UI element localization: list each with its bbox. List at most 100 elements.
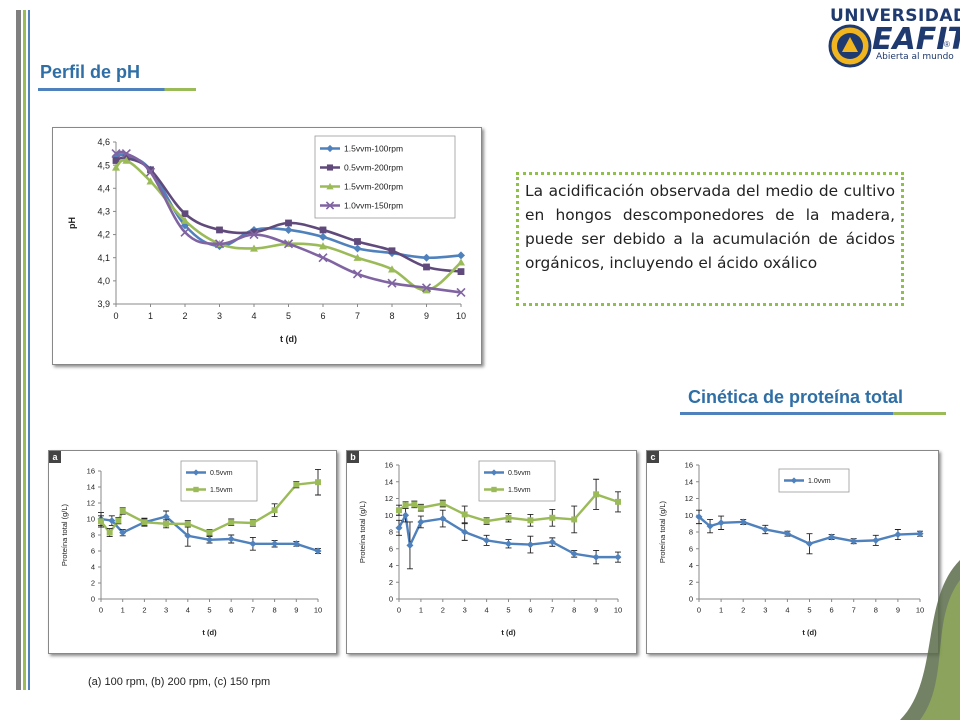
data-point [417,504,424,511]
x-tick-label: 3 [217,311,222,321]
legend-entry: 0.5vvm [508,470,531,477]
x-tick-label: 2 [142,606,146,615]
x-tick-label: 5 [506,606,510,615]
data-point [141,519,148,526]
protein-heading-underline [680,412,946,415]
y-axis-label: Proteína total (g/L) [60,503,69,566]
legend-box [180,460,258,502]
data-point [457,258,465,266]
y-tick-label: 16 [385,461,393,470]
data-point [615,498,621,505]
x-axis-label: t (d) [802,628,817,637]
x-tick-label: 1 [719,606,723,615]
data-point [111,149,121,159]
data-point [119,508,126,514]
data-point [250,244,258,252]
data-point [456,287,466,297]
x-tick-label: 4 [785,606,789,615]
ph-chart-panel: 3,9 4,0 4,1 4,2 4,3 4,4 4,5 4,6 0 1 2 3 4 5 6 7 8 9 10 t (d… [52,127,482,365]
data-point [783,530,791,538]
data-point [872,536,880,544]
y-tick-label: 8 [689,528,693,537]
logo-tagline: Abierta al mundo [876,52,954,62]
decor-bar-blue [28,10,30,690]
y-axis-label: pH [67,217,77,229]
x-axis-label: t (d) [280,334,297,344]
data-point [293,481,300,488]
data-point [271,540,279,548]
decor-bar-green [23,10,26,690]
y-tick-label: 8 [389,528,393,537]
y-tick-label: 4,0 [97,276,110,286]
x-tick-label: 1 [121,606,125,615]
data-point [411,501,418,508]
series-line-1 [100,515,319,553]
data-point [402,511,410,519]
protein-heading: Cinética de proteína total [688,387,904,407]
data-point [461,528,469,536]
panel-label-b: b [347,451,359,463]
data-point [122,156,131,164]
panel-label-c: c [647,451,659,463]
x-tick-label: 0 [697,606,701,615]
y-tick-label: 4 [91,563,95,572]
x-tick-label: 9 [594,606,598,615]
data-point [115,517,122,524]
y-tick-label: 4,3 [97,207,110,217]
data-point [457,251,465,260]
y-tick-label: 14 [685,477,693,486]
x-tick-label: 10 [916,606,924,615]
data-point [505,540,512,548]
legend-swatch-marker [325,201,335,210]
data-point [145,167,156,177]
y-tick-label: 12 [385,494,393,503]
data-point [319,232,327,241]
data-point [695,513,703,521]
data-point [406,541,414,549]
data-point [181,210,189,218]
data-point [112,157,120,164]
data-point [319,226,327,234]
data-point [461,511,468,518]
data-point [314,547,322,555]
data-point [388,265,396,273]
protein-chart-panel-c: 0 2 4 6 8 10 12 14 16 0 1 2 3 4 5 6 7 8 9 10 t (d) Proteína t… [646,450,939,654]
x-tick-label: 7 [355,311,360,321]
data-point [318,253,328,263]
data-point [423,263,430,271]
y-axis-label: Proteína total (g/L) [358,500,367,563]
y-tick-label: 0 [91,595,95,604]
x-tick-label: 8 [874,606,878,615]
data-point [483,518,490,525]
data-point [549,514,556,521]
y-tick-label: 0 [689,595,693,604]
data-point [439,500,446,507]
data-point [250,228,258,236]
y-tick-label: 12 [87,499,95,508]
acidification-note: La acidificación observada del medio de … [516,172,904,306]
data-point [739,518,747,526]
y-tick-label: 10 [87,515,95,524]
y-tick-label: 4,2 [97,230,110,240]
data-point [162,513,170,521]
data-point [216,226,223,234]
data-point [614,553,622,561]
legend-entry: 1.5vvm-100rpm [344,143,403,153]
y-tick-label: 4,6 [97,137,110,147]
y-tick-label: 8 [91,531,95,540]
y-tick-label: 6 [389,544,393,553]
data-point [214,239,225,249]
data-point [570,550,578,558]
legend-box [778,468,850,493]
y-tick-label: 4,1 [97,253,110,263]
x-tick-label: 8 [572,606,576,615]
data-point [457,268,465,275]
data-point [417,518,425,526]
data-point [292,540,300,548]
data-point [806,540,813,548]
legend-entry: 0.5vvm [210,470,233,477]
data-point [421,283,432,293]
data-point [353,253,362,261]
